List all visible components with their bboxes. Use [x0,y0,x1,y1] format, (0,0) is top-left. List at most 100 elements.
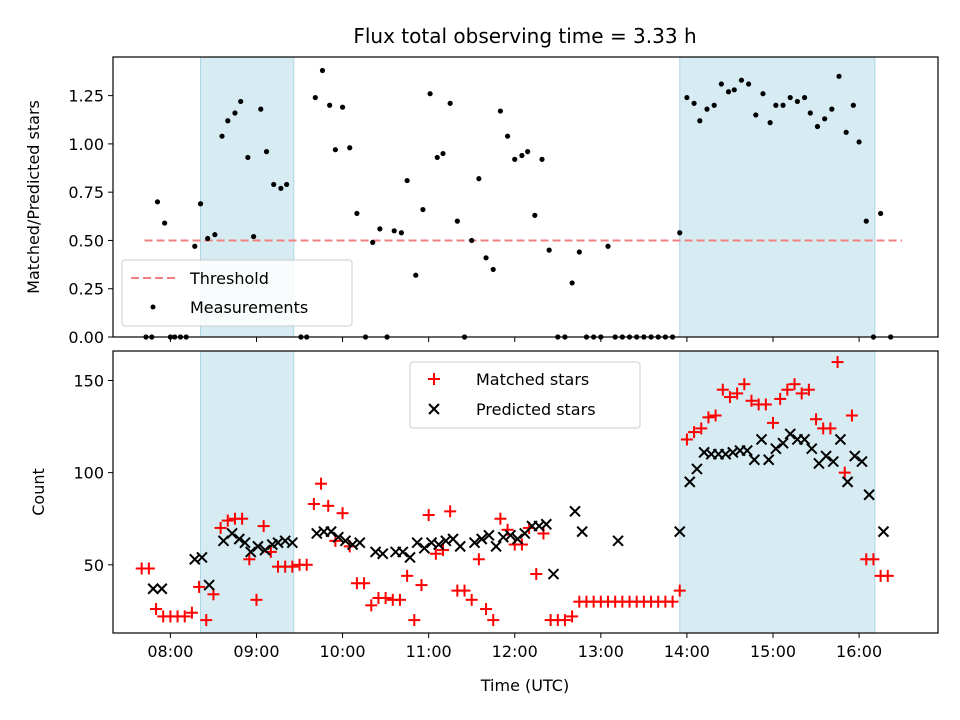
measurement-point [251,233,257,240]
measurement-point [738,77,745,83]
flux-ratio-legend-box [121,259,353,327]
measurement-point [697,118,703,124]
measurement-point [263,149,270,155]
predicted-star-point [203,579,215,591]
matched-star-point [558,614,571,627]
predicted-star-point [820,450,832,462]
predicted-star-point [612,535,624,547]
measurement-point [822,116,828,122]
x-tick-label: 14:00 [664,642,710,661]
predicted-star-point [397,546,409,558]
flux-y-tick-label: 1.00 [68,135,104,154]
predicted-star-point [856,455,868,468]
matched-star-point [680,433,693,446]
count-y-tick-label: 100 [73,464,104,483]
measurement-point [711,102,717,108]
measurement-point [197,201,204,207]
predicted-star-point [849,450,861,462]
legend-threshold-label: Threshold [189,269,269,288]
star-count-y-axis-label: Count [29,468,48,516]
measurement-point [398,230,404,236]
measurement-point [483,255,489,261]
matched-star-point [358,577,371,590]
measurement-point [391,228,397,234]
legend-matched-swatch [428,373,440,385]
predicted-star-point [156,583,168,595]
measurement-point [238,98,244,105]
matched-star-point [810,413,823,426]
matched-star-point [415,579,428,592]
x-tick-label: 10:00 [320,642,366,661]
measurement-point [319,67,326,74]
x-tick-label: 08:00 [147,642,193,661]
predicted-star-point [259,544,271,556]
matched-star-point [221,514,234,527]
measurement-point [284,181,290,188]
measurement-point [863,218,869,224]
measurement-point [327,102,333,108]
measurement-point [787,94,793,101]
predicted-star-point [147,583,159,595]
flux-y-tick-label: 0.50 [68,231,104,250]
predicted-star-point [411,536,423,549]
measurement-point [829,106,835,112]
matched-star-point [494,512,507,525]
measurement-point [219,133,225,139]
matched-star-point [300,558,313,571]
predicted-star-point [454,540,466,553]
measurement-point [539,156,545,162]
legend-measurements-swatch [150,304,156,310]
predicted-star-point [877,525,890,538]
matched-star-point [422,509,435,522]
x-tick-label: 13:00 [578,642,624,661]
matched-star-point [322,499,335,512]
matched-star-point [831,356,844,369]
measurement-point [454,218,460,224]
x-tick-label: 12:00 [492,642,538,661]
predicted-star-point [784,428,796,440]
predicted-star-point [432,538,445,551]
star-count-plot-frame [112,350,939,634]
measurement-point [440,150,446,157]
measurement-point [420,206,426,213]
predicted-star-point [798,433,811,446]
measurement-point [794,98,800,105]
matched-star-point [709,409,722,422]
predicted-star-point [245,546,257,558]
measurement-point [704,106,710,112]
flux-y-tick-label: 0.00 [68,328,104,347]
predicted-star-point [233,533,245,545]
matched-star-point [142,562,155,575]
matched-star-point [307,497,320,510]
flux-y-tick-label: 1.25 [68,87,104,106]
matched-star-point [250,593,263,606]
measurement-point [434,154,440,161]
matched-star-point [716,383,729,396]
matched-star-point [185,606,198,619]
matched-star-point [767,416,779,429]
measurement-point [773,102,779,108]
measurement-point [476,176,482,182]
flux-y-tick-label: 0.25 [68,280,104,299]
matched-star-point [824,422,837,435]
flux-ratio-legend: Threshold Measurements [121,259,353,327]
measurement-point [684,94,690,101]
matched-star-point [781,383,794,396]
matched-star-point [759,398,772,411]
predicted-star-point [691,463,703,475]
predicted-star-point [196,551,208,564]
measurement-point [162,220,168,226]
matched-star-point [243,553,256,566]
star-count-panel: 08:00 09:00 10:00 11:00 12:00 13:00 14:00 15:00… [29,350,939,695]
measurement-point [154,199,161,205]
measurement-point [725,89,732,95]
matched-star-point [666,595,679,608]
matched-star-point [788,378,801,391]
measurement-point [413,272,419,278]
predicted-star-point [684,476,696,488]
matched-star-point [745,394,758,407]
predicted-star-point [770,442,782,455]
measurement-point [718,81,724,87]
count-shaded-span-2 [679,350,876,634]
